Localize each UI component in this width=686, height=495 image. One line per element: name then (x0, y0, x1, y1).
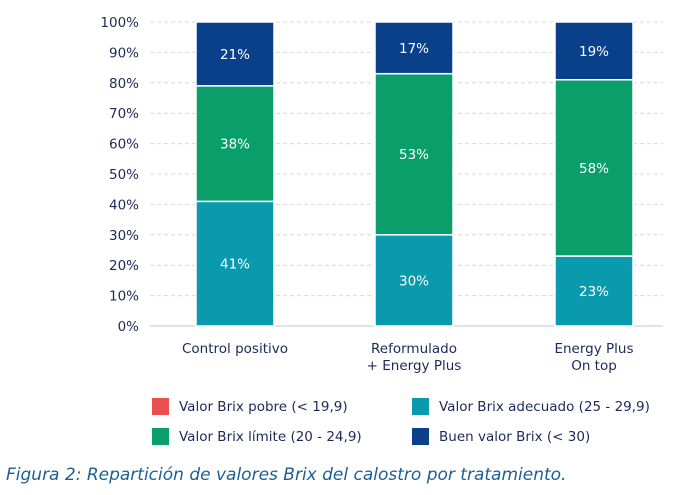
legend-item-adecuado: Valor Brix adecuado (25 - 29,9) (412, 398, 650, 415)
y-tick-label: 0% (118, 319, 140, 335)
data-label: 38% (220, 137, 250, 153)
legend-swatch-limite (152, 428, 169, 445)
legend-item-limite: Valor Brix límite (20 - 24,9) (152, 428, 362, 445)
legend-swatch-adecuado (412, 398, 429, 415)
legend-label-pobre: Valor Brix pobre (< 19,9) (179, 398, 348, 415)
data-label: 19% (579, 44, 609, 60)
data-label: 30% (399, 273, 429, 289)
figure-caption: Figura 2: Repartición de valores Brix de… (6, 465, 567, 485)
x-tick-label: Energy Plus (554, 341, 633, 357)
y-tick-label: 70% (109, 106, 139, 122)
legend-swatch-bueno (412, 428, 429, 445)
data-label: 17% (399, 41, 429, 57)
data-label: 58% (579, 161, 609, 177)
bar-segment (554, 255, 634, 327)
y-tick-label: 80% (109, 76, 139, 92)
y-tick-label: 90% (109, 45, 139, 61)
legend-swatch-pobre (152, 398, 169, 415)
legend-label-limite: Valor Brix límite (20 - 24,9) (179, 428, 362, 445)
y-tick-label: 20% (109, 258, 139, 274)
y-tick-label: 100% (100, 15, 139, 31)
legend-item-pobre: Valor Brix pobre (< 19,9) (152, 398, 348, 415)
y-tick-label: 60% (109, 137, 139, 153)
bar-segment (195, 85, 275, 203)
legend-item-bueno: Buen valor Brix (< 30) (412, 428, 590, 445)
x-tick-label: On top (571, 358, 617, 374)
legend-label-adecuado: Valor Brix adecuado (25 - 29,9) (439, 398, 650, 415)
data-label: 21% (220, 47, 250, 63)
bar-segment (195, 21, 275, 87)
y-tick-label: 10% (109, 289, 139, 305)
x-tick-label: Reformulado (371, 341, 457, 357)
x-tick-label: Control positivo (182, 341, 288, 357)
x-tick-label: + Energy Plus (367, 358, 462, 374)
legend-label-bueno: Buen valor Brix (< 30) (439, 428, 591, 445)
y-tick-label: 40% (109, 197, 139, 213)
y-tick-label: 30% (109, 228, 139, 244)
bar-segment (195, 200, 275, 327)
bar-segment (374, 21, 454, 75)
data-label: 41% (220, 257, 250, 273)
data-label: 23% (579, 284, 609, 300)
y-tick-label: 50% (109, 167, 139, 183)
data-label: 53% (399, 147, 429, 163)
bar-segment (554, 21, 634, 81)
bar-segment (554, 79, 634, 257)
